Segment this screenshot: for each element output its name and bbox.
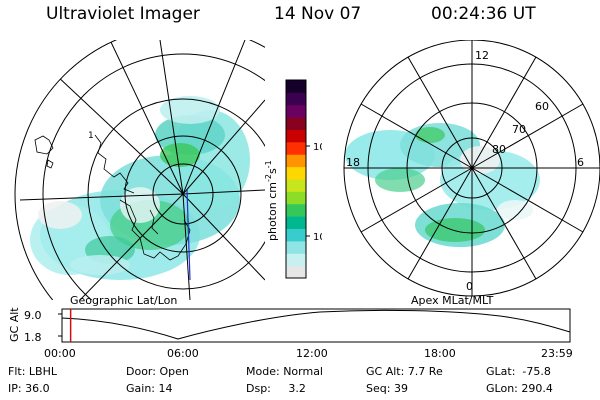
colorbar-segment <box>286 154 306 168</box>
geo-lon-label: 1 <box>88 131 94 141</box>
door-value: Open <box>159 365 189 378</box>
colorbar-tick-10: 10 <box>313 232 322 243</box>
colorbar-segment <box>286 203 306 217</box>
colorbar-segment <box>286 104 306 118</box>
flt-info: Flt: LBHL <box>8 365 57 378</box>
ip-info: IP: 36.0 <box>8 382 50 395</box>
alt-tick-1-8: 1.8 <box>24 331 42 344</box>
mlt-label-6: 6 <box>577 156 584 169</box>
flt-value: LBHL <box>28 365 57 378</box>
colorbar-segment <box>286 191 306 205</box>
geo-caption: Geographic Lat/Lon <box>70 294 178 307</box>
colorbar-segment <box>286 228 306 242</box>
time-tick-2359: 23:59 <box>541 347 573 360</box>
geo-aurora <box>30 96 250 280</box>
time-label: 00:24:36 UT <box>431 4 536 24</box>
mlat-label-80: 80 <box>492 143 506 156</box>
colorbar-segment <box>286 117 306 130</box>
gain-info: Gain: 14 <box>126 382 173 395</box>
colorbar-segment <box>286 129 306 143</box>
mlt-label-0: 0 <box>466 280 473 293</box>
terminator-line <box>186 189 191 281</box>
gain-value: 14 <box>158 382 173 395</box>
mlt-label-12: 12 <box>475 49 489 62</box>
altitude-timeline: 9.0 1.8 GC Alt 00:00 06:00 12:00 18:00 2… <box>8 307 573 360</box>
colorbar-segment <box>286 141 306 155</box>
colorbar-segment <box>286 253 306 267</box>
colorbar-segment <box>286 166 306 180</box>
gcalt-info: GC Alt: 7.7 Re <box>366 365 443 378</box>
colorbar-segment <box>286 80 306 93</box>
gc-alt-axis-label: GC Alt <box>8 307 21 342</box>
seq-info: Seq: 39 <box>366 382 408 395</box>
date-label: 14 Nov 07 <box>274 4 362 24</box>
time-tick-0600: 06:00 <box>167 347 199 360</box>
ip-value: 36.0 <box>25 382 50 395</box>
colorbar-label: photon cm-2s-1 <box>264 160 279 241</box>
gcalt-value: 7.7 Re <box>407 365 443 378</box>
colorbar-segment <box>286 216 306 229</box>
alt-tick-9: 9.0 <box>24 309 42 322</box>
colorbar-segment <box>286 240 306 254</box>
color-bar: 100 10 photon cm-2s-1 <box>264 79 322 279</box>
glat-info: GLat: -75.8 <box>486 365 551 378</box>
door-info: Door: Open <box>126 365 189 378</box>
colorbar-segment <box>286 265 306 279</box>
mode-value: Normal <box>283 365 323 378</box>
colorbar-tick-100: 100 <box>313 142 322 153</box>
time-tick-1800: 18:00 <box>424 347 456 360</box>
svg-text:photon cm-2s-1: photon cm-2s-1 <box>264 160 279 241</box>
mlt-map: 12 18 6 0 60 70 80 <box>343 40 600 297</box>
coastline <box>34 134 191 261</box>
mode-info: Mode: Normal <box>246 365 323 378</box>
dsp-info: Dsp: 3.2 <box>246 382 306 395</box>
mlt-label-18: 18 <box>346 156 360 169</box>
glon-info: GLon: 290.4 <box>486 382 553 395</box>
geographic-map: 1 <box>14 40 265 300</box>
mlat-label-70: 70 <box>512 123 526 136</box>
colorbar-segment <box>286 92 306 106</box>
mlt-caption: Apex MLat/MLT <box>411 294 494 307</box>
seq-value: 39 <box>393 382 408 395</box>
mlat-label-60: 60 <box>535 100 549 113</box>
glon-value: 290.4 <box>521 382 553 395</box>
time-tick-0000: 00:00 <box>44 347 76 360</box>
altitude-curve <box>61 309 571 340</box>
colorbar-segment <box>286 179 306 192</box>
instrument-title: Ultraviolet Imager <box>46 4 200 24</box>
dsp-value: 3.2 <box>288 382 306 395</box>
glat-value: -75.8 <box>522 365 551 378</box>
time-tick-1200: 12:00 <box>296 347 328 360</box>
